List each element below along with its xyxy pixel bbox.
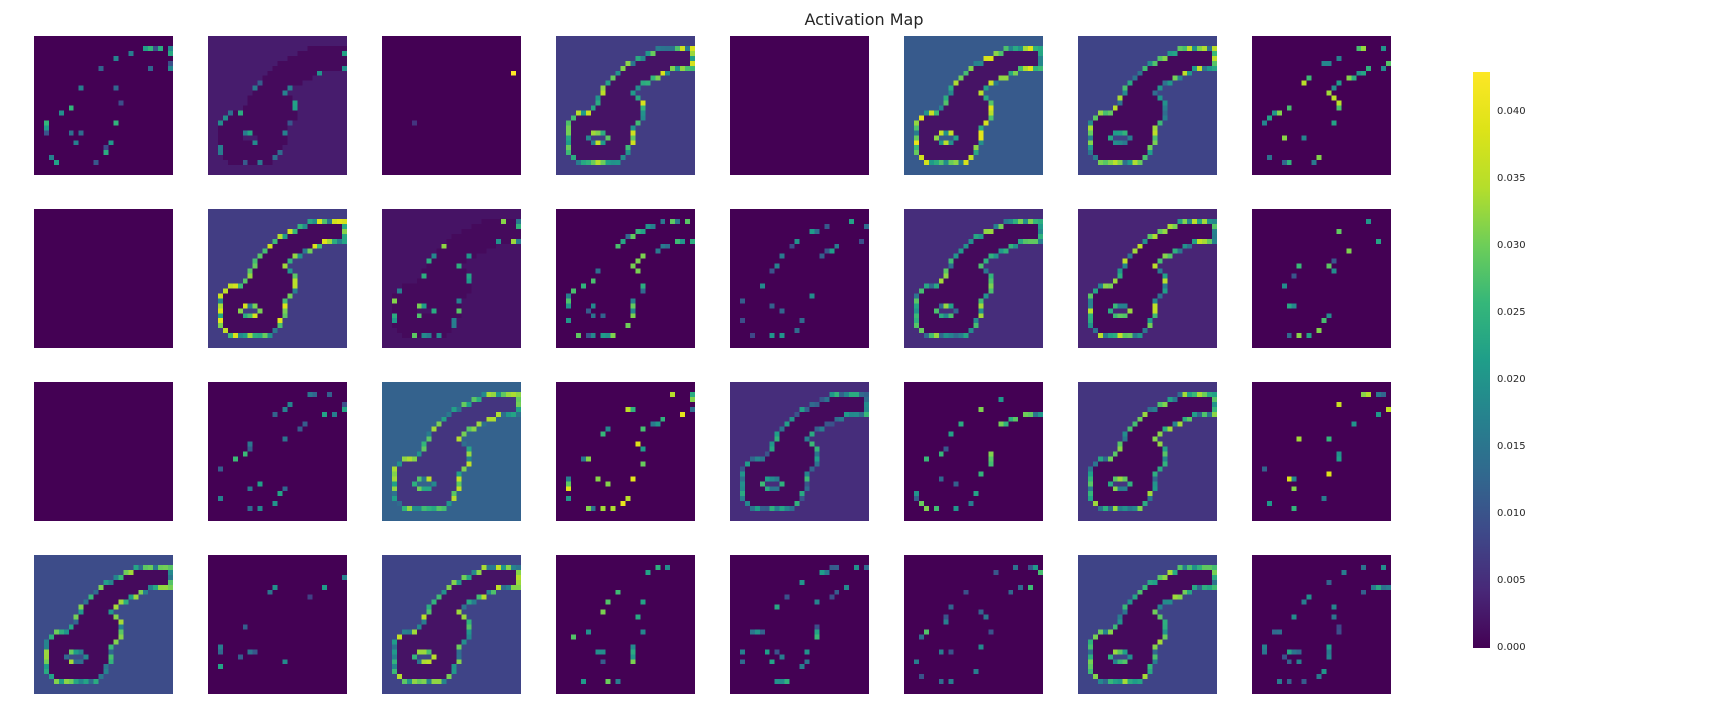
activation-heatmap [730,209,869,348]
activation-panel-9 [34,209,173,348]
activation-heatmap [1078,209,1217,348]
chart-title: Activation Map [804,10,924,29]
activation-panel-19 [382,382,521,521]
activation-heatmap [1078,36,1217,175]
activation-panel-32 [1252,555,1391,694]
activation-panel-31 [1078,555,1217,694]
colorbar-tick-label: 0.020 [1497,374,1526,386]
activation-heatmap [1252,382,1391,521]
colorbar-tick-label: 0.015 [1497,441,1526,453]
activation-heatmap [34,36,173,175]
activation-heatmap [382,555,521,694]
activation-panel-21 [730,382,869,521]
activation-heatmap [556,36,695,175]
activation-panel-20 [556,382,695,521]
activation-heatmap [382,209,521,348]
activation-heatmap [208,382,347,521]
activation-panel-13 [730,209,869,348]
colorbar-tick-label: 0.030 [1497,240,1526,252]
activation-panel-15 [1078,209,1217,348]
colorbar-tick-label: 0.005 [1497,575,1526,587]
colorbar-tick-label: 0.010 [1497,508,1526,520]
colorbar [1473,72,1490,648]
activation-heatmap [1252,555,1391,694]
activation-panel-7 [1078,36,1217,175]
activation-panel-17 [34,382,173,521]
colorbar-tick-label: 0.000 [1497,642,1526,653]
activation-panel-27 [382,555,521,694]
activation-panel-4 [556,36,695,175]
activation-heatmap [904,382,1043,521]
activation-panel-24 [1252,382,1391,521]
activation-panel-6 [904,36,1043,175]
activation-panel-18 [208,382,347,521]
colorbar-tick-label: 0.025 [1497,307,1526,319]
activation-heatmap [556,209,695,348]
activation-panel-16 [1252,209,1391,348]
activation-heatmap [382,36,521,175]
activation-panel-10 [208,209,347,348]
activation-heatmap [208,555,347,694]
activation-heatmap [730,36,869,175]
activation-panel-28 [556,555,695,694]
activation-panel-8 [1252,36,1391,175]
activation-heatmap [208,209,347,348]
activation-heatmap [904,555,1043,694]
activation-heatmap [1078,382,1217,521]
activation-panel-23 [1078,382,1217,521]
activation-heatmap [34,382,173,521]
activation-panel-30 [904,555,1043,694]
activation-panel-3 [382,36,521,175]
activation-heatmap [904,36,1043,175]
activation-panel-2 [208,36,347,175]
activation-heatmap [1252,36,1391,175]
activation-heatmap [34,209,173,348]
activation-heatmap [34,555,173,694]
activation-panel-5 [730,36,869,175]
activation-panel-25 [34,555,173,694]
activation-heatmap [556,382,695,521]
activation-panel-12 [556,209,695,348]
activation-heatmap [730,382,869,521]
colorbar-tick-label: 0.040 [1497,106,1526,118]
activation-heatmap [556,555,695,694]
activation-heatmap [382,382,521,521]
activation-heatmap [1078,555,1217,694]
activation-panel-22 [904,382,1043,521]
activation-heatmap [904,209,1043,348]
activation-panel-26 [208,555,347,694]
activation-panel-29 [730,555,869,694]
activation-panel-14 [904,209,1043,348]
colorbar-tick-label: 0.035 [1497,173,1526,185]
activation-heatmap [208,36,347,175]
activation-panel-11 [382,209,521,348]
activation-panel-1 [34,36,173,175]
activation-heatmap [1252,209,1391,348]
activation-heatmap [730,555,869,694]
